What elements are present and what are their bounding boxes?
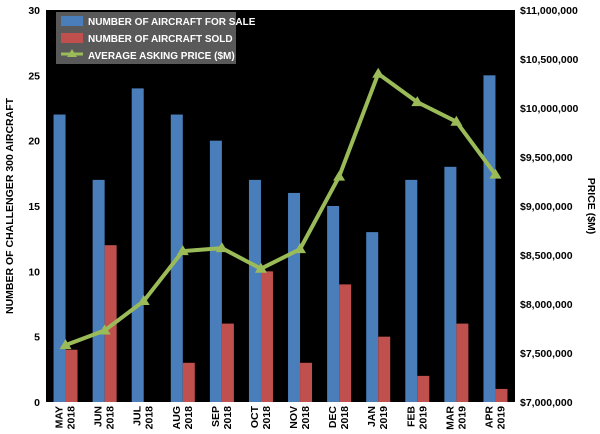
legend-swatch-price-marker: [67, 49, 77, 57]
bar-sold-10: [456, 323, 469, 402]
x-tick-month: JUL: [132, 405, 144, 425]
price-marker-8: [372, 67, 385, 78]
y-left-tick-label: 15: [28, 201, 40, 213]
legend-background: [56, 12, 236, 64]
bar-for-sale-9: [405, 179, 418, 402]
y-right-tick-label: $8,000,000: [520, 299, 573, 311]
x-tick-year: 2018: [105, 406, 117, 430]
x-tick-label: OCT 2018: [249, 405, 273, 429]
y-right-tick-label: $7,500,000: [520, 348, 573, 360]
bar-sold-11: [495, 388, 508, 402]
y-left-tick-label: 30: [28, 5, 40, 17]
x-tick-label: APR 2019: [483, 406, 507, 430]
y-right-tick-label: $8,500,000: [520, 250, 573, 262]
x-tick-month: FEB: [405, 406, 417, 427]
y-axis-left-title: NUMBER OF CHALLENGER 300 AIRCRAFT: [4, 97, 16, 314]
x-tick-year: 2019: [378, 406, 390, 430]
x-tick-year: 2018: [144, 406, 156, 430]
legend-swatch-sold: [61, 33, 83, 43]
bar-sold-0: [65, 349, 78, 402]
price-marker-4: [215, 242, 228, 253]
x-tick-year: 2018: [300, 406, 312, 430]
y-axis-right-title: PRICE ($M): [585, 178, 597, 235]
bar-for-sale-11: [483, 75, 496, 402]
y-left-tick-label: 25: [28, 70, 40, 82]
x-tick-year: 2018: [339, 406, 351, 430]
x-tick-year: 2018: [261, 406, 273, 430]
legend: NUMBER OF AIRCRAFT FOR SALE NUMBER OF AI…: [56, 12, 256, 64]
price-marker-10: [450, 115, 463, 126]
price-marker-3: [176, 245, 189, 256]
bar-sold-8: [378, 336, 391, 402]
x-tick-label: MAR 2019: [444, 406, 468, 430]
bar-for-sale-8: [366, 232, 379, 402]
y-right-tick-label: $10,500,000: [520, 54, 579, 66]
x-tick-label: AUG 2018: [171, 406, 195, 430]
legend-swatch-for-sale: [61, 16, 83, 26]
bar-sold-3: [182, 362, 195, 402]
y-left-tick-label: 0: [34, 397, 40, 409]
bar-for-sale-0: [53, 114, 66, 402]
x-tick-year: 2018: [66, 406, 78, 430]
y-left-tick-label: 10: [28, 266, 40, 278]
legend-label-sold: NUMBER OF AIRCRAFT SOLD: [88, 34, 233, 45]
x-tick-month: DEC: [327, 406, 339, 429]
x-tick-label: FEB 2019: [405, 406, 429, 430]
price-marker-0: [59, 339, 72, 350]
bar-sold-6: [300, 362, 313, 402]
legend-label-price: AVERAGE ASKING PRICE ($M): [88, 51, 235, 62]
x-tick-month: APR: [483, 406, 495, 429]
x-tick-year: 2018: [222, 406, 234, 430]
price-marker-5: [254, 262, 267, 273]
bar-for-sale-4: [209, 140, 222, 403]
y-right-tick-label: $11,000,000: [520, 5, 578, 17]
y-left-tick-label: 5: [34, 332, 40, 344]
price-marker-1: [98, 324, 111, 335]
bar-sold-9: [417, 375, 430, 402]
x-tick-month: JUN: [93, 406, 105, 427]
legend-label-for-sale: NUMBER OF AIRCRAFT FOR SALE: [88, 17, 256, 28]
x-tick-month: OCT: [249, 405, 261, 428]
bar-for-sale-1: [92, 179, 105, 402]
y-right-tick-label: $9,500,000: [520, 152, 573, 164]
x-tick-year: 2019: [456, 406, 468, 430]
x-tick-month: MAY: [54, 406, 66, 428]
x-tick-month: MAR: [444, 406, 456, 430]
price-marker-6: [294, 243, 307, 254]
x-tick-month: SEP: [210, 406, 222, 427]
bar-for-sale-7: [327, 206, 340, 402]
x-tick-label: NOV 2018: [288, 406, 312, 430]
y-right-tick-label: $10,000,000: [520, 103, 579, 115]
x-tick-label: DEC 2018: [327, 406, 351, 430]
price-marker-7: [333, 170, 346, 181]
bar-for-sale-5: [248, 179, 261, 402]
bar-for-sale-10: [444, 166, 457, 402]
x-tick-year: 2019: [417, 406, 429, 430]
bar-sold-5: [260, 271, 273, 402]
x-tick-month: JAN: [366, 406, 378, 427]
x-tick-label: MAY 2018: [54, 406, 78, 430]
y-left-tick-label: 20: [28, 136, 40, 148]
x-tick-month: AUG: [171, 406, 183, 429]
x-tick-label: JUN 2018: [93, 406, 117, 430]
y-right-tick-label: $7,000,000: [520, 397, 573, 409]
price-marker-9: [411, 96, 424, 107]
price-marker-2: [137, 295, 150, 306]
bar-for-sale-6: [288, 192, 301, 402]
y-right-tick-label: $9,000,000: [520, 201, 573, 213]
x-tick-label: JAN 2019: [366, 406, 390, 430]
bar-for-sale-2: [131, 88, 144, 403]
x-tick-year: 2018: [183, 406, 195, 430]
x-tick-year: 2019: [495, 406, 507, 430]
price-marker-11: [489, 168, 502, 179]
plot-area: [46, 10, 515, 402]
bar-sold-4: [221, 323, 234, 402]
x-tick-label: SEP 2018: [210, 406, 234, 430]
x-tick-month: NOV: [288, 406, 300, 429]
price-line: [64, 71, 498, 348]
x-tick-label: JUL 2018: [132, 405, 156, 429]
bar-sold-7: [339, 284, 352, 402]
